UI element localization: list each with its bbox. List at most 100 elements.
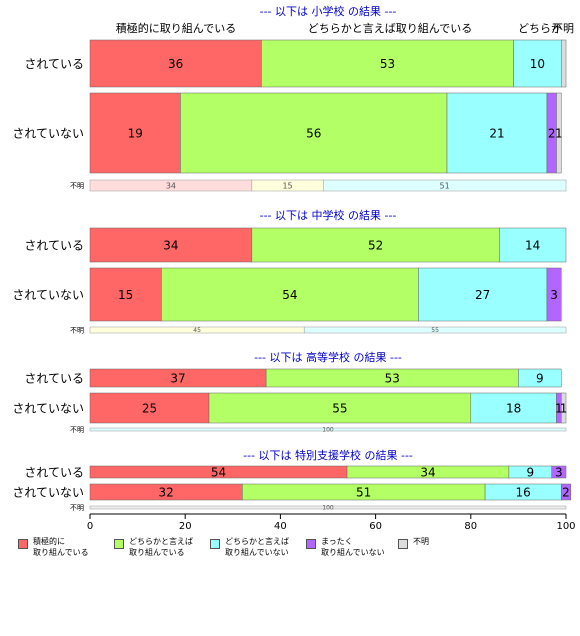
data-label: 16 [516,486,531,500]
bar-segment [89,227,253,263]
bar-segment [551,465,567,479]
bar-segment [518,368,562,388]
legend-label: 不明 [413,537,429,546]
data-label: 2 [548,127,556,141]
x-tick-label: 20 [179,521,192,532]
legend-swatch [18,539,28,549]
unknown-row-label: 不明 [70,426,84,434]
data-label: 18 [506,402,521,416]
data-label: 27 [475,288,490,302]
bar-segment [499,227,567,263]
data-label: 1 [555,402,563,416]
unknown-data-label: 15 [282,182,292,191]
bar-segment [161,267,419,322]
row-label: されている [24,57,84,71]
unknown-row-label: 不明 [70,504,84,512]
data-label: 51 [356,486,371,500]
x-tick-label: 60 [369,521,382,532]
bar-segment [89,39,262,88]
panel-title: --- 以下は 特別支援学校 の結果 --- [243,448,413,462]
data-label: 2 [562,486,570,500]
data-label: 32 [159,486,174,500]
legend-swatch [306,539,316,549]
bar-segment [89,267,162,322]
unknown-segment [89,427,567,432]
data-label: 10 [530,57,545,71]
data-label: 1 [555,127,563,141]
legend-label: 積極的に 取り組んでいる [33,537,89,557]
data-label: 54 [282,288,297,302]
data-label: 37 [170,372,185,386]
data-label: 53 [380,57,395,71]
data-label: 19 [128,127,143,141]
row-label: されている [24,372,84,386]
data-label: 25 [142,402,157,416]
bar-segment [251,227,500,263]
data-label: 3 [555,466,563,480]
row-label: されている [24,239,84,253]
unknown-segment [322,179,567,192]
data-label: 21 [489,127,504,141]
legend-label: どちらかと言えば 取り組んでいない [225,537,289,557]
top-category-label: 不明 [552,22,574,35]
legend-item: どちらかと言えば 取り組んでいる [114,536,193,558]
data-label: 52 [368,239,383,253]
row-label: されていない [12,402,84,416]
data-label: 15 [118,288,133,302]
data-label: 34 [163,239,178,253]
legend-item: 積極的に 取り組んでいる [18,536,89,558]
data-label: 55 [332,402,347,416]
panel-title: --- 以下は 高等学校 の結果 --- [254,350,402,364]
unknown-row-label: 不明 [70,182,84,190]
data-label: 36 [168,57,183,71]
legend-item: まったく 取り組んでいない [306,536,385,558]
legend-swatch [114,539,124,549]
bar-segment [470,392,557,424]
data-label: 1 [560,402,568,416]
unknown-data-label: 34 [166,182,176,191]
panel-title: --- 以下は 中学校 の結果 --- [260,208,397,222]
unknown-data-label: 100 [322,427,334,434]
bar-segment [513,39,562,88]
legend-label: どちらかと言えば 取り組んでいる [129,537,193,557]
data-label: 34 [420,466,435,480]
data-label: 9 [526,466,534,480]
row-label: されている [24,466,84,480]
bar-segment [560,392,567,424]
unknown-segment [89,505,567,510]
x-tick-label: 0 [87,521,93,532]
x-tick-label: 80 [464,521,477,532]
legend-item: 不明 [398,536,429,549]
bar-segment [560,483,572,501]
data-label: 56 [306,127,321,141]
bar-segment [89,392,210,424]
data-label: 54 [211,466,226,480]
bar-segment [261,39,514,88]
data-label: 14 [525,239,540,253]
panel-title: --- 以下は 小学校 の結果 --- [260,4,397,18]
unknown-data-label: 55 [431,327,439,334]
data-label: 3 [550,288,558,302]
legend-label: まったく 取り組んでいない [321,537,385,557]
data-label: 9 [536,372,544,386]
unknown-data-label: 51 [440,182,450,191]
x-tick-label: 40 [274,521,287,532]
legend-swatch [398,539,408,549]
bar-segment [180,92,448,174]
row-label: されていない [12,127,84,141]
bar-segment [546,267,562,322]
legend-swatch [210,539,220,549]
bar-segment [556,92,562,174]
top-category-label: どちらかと言えば取り組んでいる [308,22,472,35]
unknown-data-label: 45 [193,327,201,334]
chart-legend: 積極的に 取り組んでいる どちらかと言えば 取り組んでいる どちらかと言えば 取り組… [18,536,578,576]
bar-segment [446,92,548,174]
legend-item: どちらかと言えば 取り組んでいない [210,536,289,558]
unknown-segment [303,326,567,334]
data-label: 53 [385,372,400,386]
top-category-label: 積極的に取り組んでいる [116,21,236,35]
bar-segment [418,267,548,322]
unknown-row-label: 不明 [70,327,84,335]
bar-segment [560,39,567,88]
